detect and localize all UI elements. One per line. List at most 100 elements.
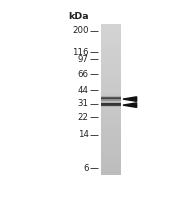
Bar (101, 105, 121, 106)
Bar (101, 106, 121, 107)
Bar (101, 126, 121, 127)
Bar (101, 24, 121, 25)
Bar (101, 67, 121, 68)
Bar (101, 168, 121, 169)
Bar (101, 49, 121, 50)
Bar (101, 101, 121, 102)
Bar (101, 120, 121, 121)
Bar (101, 118, 121, 120)
Text: 97: 97 (78, 55, 89, 64)
Bar (101, 134, 121, 135)
Bar (101, 148, 121, 149)
Bar (101, 132, 121, 134)
Bar (101, 124, 121, 125)
Bar (101, 108, 121, 110)
Bar (101, 161, 121, 163)
Bar (101, 87, 121, 88)
Bar (101, 72, 121, 73)
Bar (101, 75, 121, 77)
Bar (101, 53, 121, 54)
Bar (101, 69, 121, 70)
Bar (101, 43, 121, 44)
Bar (101, 165, 121, 166)
Text: 31: 31 (78, 99, 89, 108)
Bar (101, 141, 121, 142)
Bar (101, 103, 121, 105)
Bar (101, 45, 121, 46)
Bar (101, 96, 121, 97)
Bar (101, 82, 121, 83)
Bar (101, 136, 121, 138)
Bar (101, 174, 121, 175)
Text: 200: 200 (72, 26, 89, 35)
Bar (101, 77, 121, 78)
Bar (101, 25, 121, 26)
Bar (101, 122, 121, 124)
Bar (101, 46, 121, 48)
Bar (101, 166, 121, 168)
Bar (101, 98, 121, 99)
Bar (101, 61, 121, 63)
Bar (101, 145, 121, 146)
Bar (101, 94, 121, 96)
Bar (101, 93, 121, 94)
Bar (101, 111, 121, 112)
Bar (101, 130, 121, 131)
Bar (101, 164, 121, 165)
Bar (101, 36, 121, 38)
Bar (101, 84, 121, 85)
Bar (101, 107, 121, 108)
Bar (101, 173, 121, 174)
Bar (101, 138, 121, 139)
Bar (101, 152, 121, 154)
Bar (101, 85, 121, 87)
Bar (101, 97, 121, 98)
Bar (101, 70, 121, 72)
Bar (101, 26, 121, 27)
Bar (101, 92, 121, 93)
Bar (101, 159, 121, 160)
Bar (101, 33, 121, 34)
Bar (101, 102, 121, 103)
Bar (101, 78, 121, 79)
Bar (101, 44, 121, 45)
Text: 116: 116 (72, 48, 89, 57)
Bar (101, 172, 121, 173)
Bar (101, 121, 121, 122)
Bar (101, 150, 121, 151)
Bar (101, 116, 121, 117)
Bar (101, 151, 121, 152)
Polygon shape (123, 103, 137, 107)
Bar (101, 57, 121, 58)
Bar (101, 27, 121, 29)
Text: 44: 44 (78, 86, 89, 95)
Bar (101, 74, 121, 75)
Bar (101, 163, 121, 164)
Bar (101, 64, 121, 65)
Polygon shape (123, 97, 137, 101)
Bar (101, 117, 121, 118)
Bar (101, 58, 121, 59)
Bar (101, 39, 121, 40)
Bar (101, 38, 121, 39)
Bar (101, 35, 121, 36)
Bar (101, 55, 121, 57)
Bar (101, 54, 121, 55)
Bar (101, 146, 121, 148)
Bar (101, 169, 121, 170)
Bar (101, 41, 121, 43)
Bar (101, 30, 121, 31)
Bar (101, 140, 121, 141)
Bar (101, 139, 121, 140)
Bar (101, 154, 121, 155)
Bar (101, 59, 121, 60)
Bar (101, 34, 121, 35)
Bar (101, 149, 121, 150)
Bar (101, 125, 121, 126)
Text: 22: 22 (78, 113, 89, 122)
Bar (101, 65, 121, 67)
Text: 14: 14 (78, 130, 89, 139)
Bar (101, 131, 121, 132)
Bar (101, 115, 121, 116)
Bar (101, 81, 121, 82)
